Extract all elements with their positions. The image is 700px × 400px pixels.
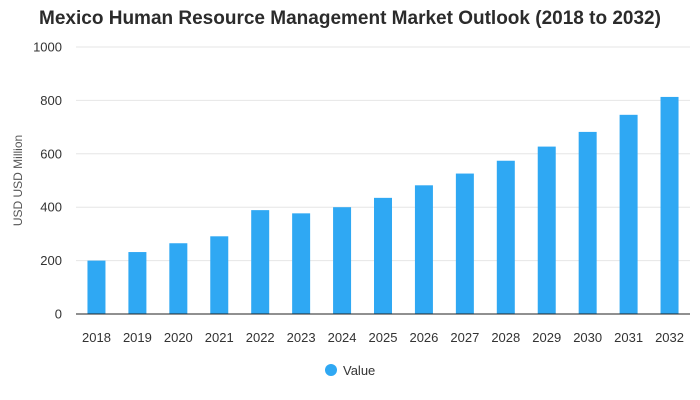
- x-tick-label: 2032: [655, 330, 684, 345]
- y-tick-label: 600: [40, 146, 62, 161]
- bars: [87, 96, 679, 315]
- bar-2018: [87, 260, 106, 314]
- bar-2027: [455, 173, 474, 314]
- x-tick-label: 2020: [164, 330, 193, 345]
- x-tick-labels: 2018 2019 2020 2021 2022 2023 2024 2025 2026 2027…: [82, 330, 684, 345]
- x-tick-label: 2019: [123, 330, 152, 345]
- x-tick-label: 2023: [287, 330, 316, 345]
- y-tick-label: 1000: [33, 40, 62, 55]
- bar-2024: [333, 207, 352, 314]
- x-tick-label: 2031: [614, 330, 643, 345]
- x-tick-label: 2018: [82, 330, 111, 345]
- legend-label: Value: [343, 363, 375, 378]
- x-tick-label: 2024: [328, 330, 357, 345]
- bar-2020: [169, 243, 188, 314]
- bar-2025: [374, 197, 392, 314]
- y-tick-label: 0: [55, 307, 62, 322]
- bar-2029: [537, 146, 556, 314]
- bar-2019: [128, 252, 147, 314]
- bar-2022: [251, 210, 270, 314]
- bar-2028: [496, 160, 515, 314]
- x-tick-label: 2030: [573, 330, 602, 345]
- legend-marker: [325, 364, 337, 376]
- x-tick-label: 2029: [532, 330, 561, 345]
- bar-2030: [578, 131, 597, 314]
- bar-2023: [292, 213, 311, 314]
- x-tick-label: 2022: [246, 330, 275, 345]
- bar-2021: [210, 236, 229, 314]
- x-tick-label: 2028: [491, 330, 520, 345]
- y-tick-label: 800: [40, 93, 62, 108]
- y-tick-labels: 0 200 400 600 800 1000: [33, 40, 62, 322]
- legend: Value: [325, 363, 375, 378]
- x-tick-label: 2021: [205, 330, 234, 345]
- bar-2026: [414, 185, 433, 314]
- x-tick-label: 2026: [409, 330, 438, 345]
- y-tick-label: 400: [40, 200, 62, 215]
- x-tick-label: 2025: [369, 330, 398, 345]
- y-axis-title: USD USD Million: [11, 135, 25, 226]
- chart-title: Mexico Human Resource Management Market …: [39, 8, 661, 29]
- bar-2031: [619, 114, 638, 315]
- x-tick-label: 2027: [450, 330, 479, 345]
- bar-2032: [660, 96, 679, 314]
- y-tick-label: 200: [40, 253, 62, 268]
